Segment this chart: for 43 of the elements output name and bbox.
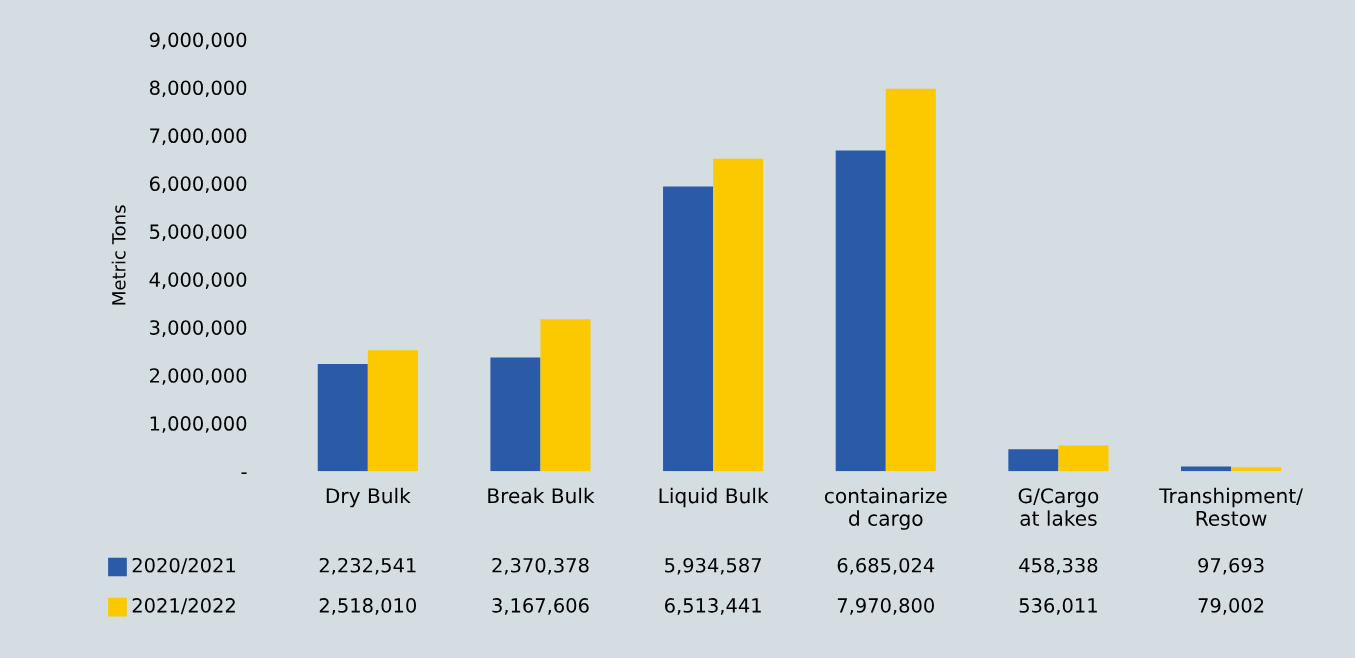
data-label: 5,934,587	[665, 557, 761, 575]
bar	[490, 357, 541, 472]
y-tick-label: 5,000,000	[150, 224, 247, 241]
data-label: 79,002	[1198, 598, 1264, 615]
data-label: 2,232,541	[319, 557, 416, 575]
x-tick-label: Transhipment/ Restow	[1159, 487, 1303, 526]
x-tick-label: G/Cargo at lakes	[1018, 488, 1099, 526]
bar	[1181, 466, 1232, 472]
x-tick-label: containarize d cargo	[824, 487, 947, 530]
y-tick-label: 8,000,000	[149, 80, 247, 98]
y-tick-label: -	[241, 472, 247, 474]
y-tick-label: 1,000,000	[150, 416, 247, 433]
y-tick-label: 4,000,000	[149, 272, 247, 289]
legend-label: 2021/2022	[132, 598, 235, 615]
data-label: 7,970,800	[837, 598, 934, 615]
x-tick-label: Dry Bulk	[326, 487, 411, 508]
bar	[663, 186, 714, 472]
data-label: 6,685,024	[837, 557, 935, 575]
data-label: 536,011	[1019, 598, 1097, 615]
bar	[713, 158, 764, 472]
data-label: 6,513,441	[665, 598, 761, 615]
bar	[1008, 449, 1059, 472]
bar	[885, 88, 936, 472]
bar	[540, 319, 591, 472]
data-label: 3,167,606	[492, 598, 589, 615]
y-tick-label: 2,000,000	[150, 368, 247, 385]
y-tick-label: 3,000,000	[150, 320, 247, 337]
y-axis-title: Metric Tons	[111, 205, 126, 305]
data-label: 97,693	[1198, 557, 1264, 575]
data-label: 2,370,378	[492, 557, 589, 575]
x-tick-label: Liquid Bulk	[659, 487, 769, 508]
data-label: 458,338	[1019, 557, 1098, 575]
y-tick-label: 7,000,000	[150, 128, 247, 146]
bar	[835, 150, 886, 472]
y-tick-label: 6,000,000	[149, 176, 247, 194]
y-tick-label: 9,000,000	[149, 32, 247, 50]
bar	[1231, 467, 1282, 472]
bar	[317, 364, 368, 472]
x-tick-label: Break Bulk	[488, 487, 595, 504]
legend-label: 2020/2021	[132, 557, 236, 575]
bar	[1058, 445, 1109, 472]
data-label: 2,518,010	[319, 598, 417, 615]
bar	[367, 350, 418, 472]
